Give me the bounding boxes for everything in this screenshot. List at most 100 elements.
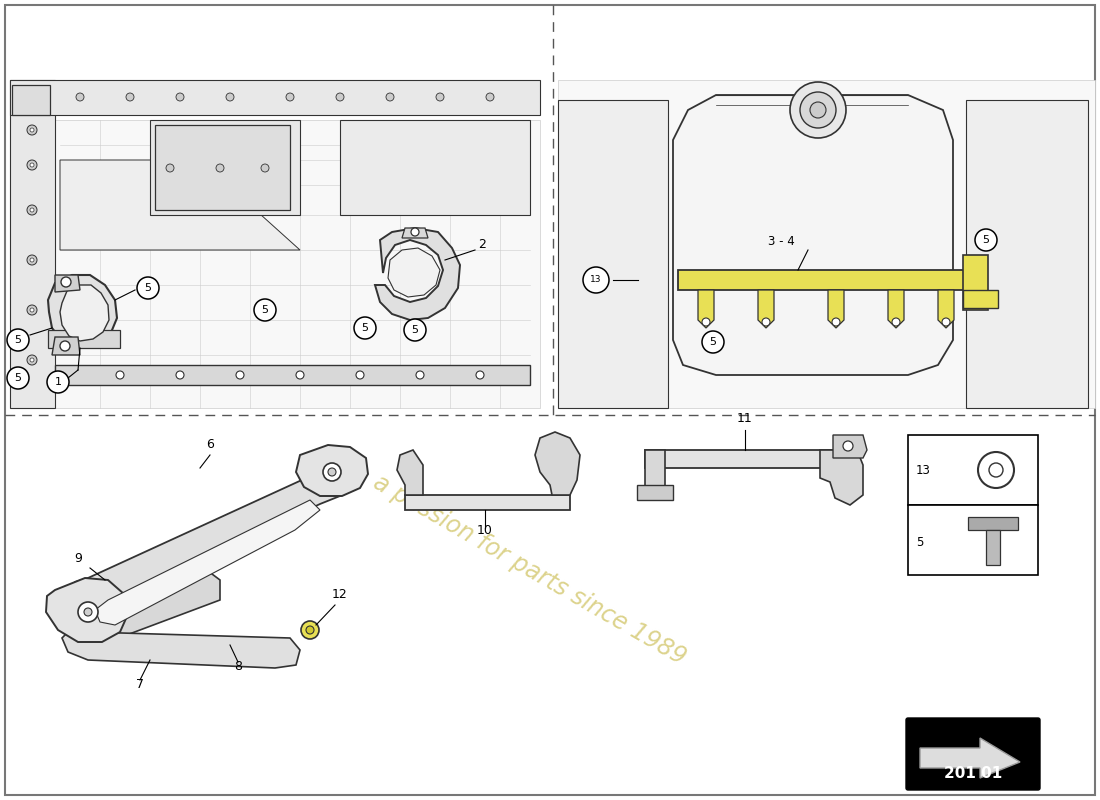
- Polygon shape: [888, 290, 904, 328]
- Text: 5: 5: [982, 235, 990, 245]
- Circle shape: [702, 331, 724, 353]
- Circle shape: [60, 277, 72, 287]
- Circle shape: [28, 305, 37, 315]
- Circle shape: [702, 318, 710, 326]
- Text: 13: 13: [916, 463, 931, 477]
- Circle shape: [28, 355, 37, 365]
- Circle shape: [583, 267, 609, 293]
- Polygon shape: [828, 290, 844, 328]
- Polygon shape: [62, 628, 300, 668]
- Text: 9: 9: [74, 552, 82, 565]
- Polygon shape: [60, 160, 300, 250]
- Circle shape: [176, 371, 184, 379]
- Bar: [908, 435, 1038, 505]
- Polygon shape: [296, 445, 369, 496]
- Circle shape: [30, 308, 34, 312]
- Polygon shape: [968, 517, 1018, 530]
- Circle shape: [416, 371, 424, 379]
- Circle shape: [328, 468, 336, 476]
- Circle shape: [226, 93, 234, 101]
- Circle shape: [30, 258, 34, 262]
- Circle shape: [261, 164, 270, 172]
- Circle shape: [476, 371, 484, 379]
- Circle shape: [7, 329, 29, 351]
- Circle shape: [76, 93, 84, 101]
- Polygon shape: [52, 337, 80, 355]
- Text: 2: 2: [478, 238, 486, 251]
- Circle shape: [975, 229, 997, 251]
- Circle shape: [30, 208, 34, 212]
- Text: 5: 5: [14, 373, 22, 383]
- Text: 6: 6: [206, 438, 213, 451]
- Polygon shape: [558, 80, 1094, 408]
- Polygon shape: [10, 80, 540, 115]
- Circle shape: [306, 626, 313, 634]
- Circle shape: [843, 441, 852, 451]
- Polygon shape: [402, 228, 428, 238]
- Text: 1: 1: [55, 377, 62, 387]
- Polygon shape: [55, 365, 530, 385]
- Circle shape: [892, 318, 900, 326]
- Polygon shape: [48, 275, 117, 348]
- Circle shape: [254, 299, 276, 321]
- Polygon shape: [962, 290, 998, 308]
- Circle shape: [47, 371, 69, 393]
- Polygon shape: [637, 485, 673, 500]
- Polygon shape: [966, 100, 1088, 408]
- Text: 5: 5: [144, 283, 152, 293]
- Text: 8: 8: [234, 660, 242, 673]
- Text: 10: 10: [477, 524, 493, 537]
- Text: 5: 5: [710, 337, 716, 347]
- Polygon shape: [397, 450, 424, 495]
- Circle shape: [138, 277, 160, 299]
- Circle shape: [216, 164, 224, 172]
- Circle shape: [354, 317, 376, 339]
- Circle shape: [356, 371, 364, 379]
- Circle shape: [126, 93, 134, 101]
- Polygon shape: [60, 285, 109, 341]
- Circle shape: [411, 228, 419, 236]
- Circle shape: [116, 371, 124, 379]
- Polygon shape: [55, 275, 80, 292]
- Text: 3 - 4: 3 - 4: [768, 235, 794, 248]
- Polygon shape: [698, 290, 714, 328]
- Circle shape: [30, 128, 34, 132]
- Polygon shape: [72, 468, 340, 610]
- Circle shape: [404, 319, 426, 341]
- Circle shape: [386, 93, 394, 101]
- Circle shape: [28, 205, 37, 215]
- Polygon shape: [678, 270, 974, 290]
- Circle shape: [28, 160, 37, 170]
- Circle shape: [790, 82, 846, 138]
- Polygon shape: [155, 125, 290, 210]
- Circle shape: [236, 371, 244, 379]
- Circle shape: [296, 371, 304, 379]
- Circle shape: [60, 341, 70, 351]
- Text: 11: 11: [737, 412, 752, 425]
- Bar: [908, 505, 1038, 575]
- Circle shape: [78, 602, 98, 622]
- Circle shape: [336, 93, 344, 101]
- Text: 201 01: 201 01: [944, 766, 1002, 782]
- Polygon shape: [12, 85, 50, 115]
- Polygon shape: [535, 432, 580, 495]
- Circle shape: [166, 164, 174, 172]
- Text: 12: 12: [332, 588, 348, 601]
- Circle shape: [301, 621, 319, 639]
- Circle shape: [832, 318, 840, 326]
- Circle shape: [7, 367, 29, 389]
- Circle shape: [762, 318, 770, 326]
- Polygon shape: [645, 450, 840, 468]
- Circle shape: [436, 93, 444, 101]
- Text: 7: 7: [136, 678, 144, 691]
- Circle shape: [28, 255, 37, 265]
- Polygon shape: [986, 530, 1000, 565]
- Polygon shape: [820, 450, 864, 505]
- Polygon shape: [72, 565, 220, 645]
- Circle shape: [286, 93, 294, 101]
- Polygon shape: [95, 500, 320, 625]
- Polygon shape: [10, 80, 55, 408]
- Polygon shape: [558, 100, 668, 408]
- Circle shape: [28, 125, 37, 135]
- Text: a passion for parts since 1989: a passion for parts since 1989: [370, 470, 691, 670]
